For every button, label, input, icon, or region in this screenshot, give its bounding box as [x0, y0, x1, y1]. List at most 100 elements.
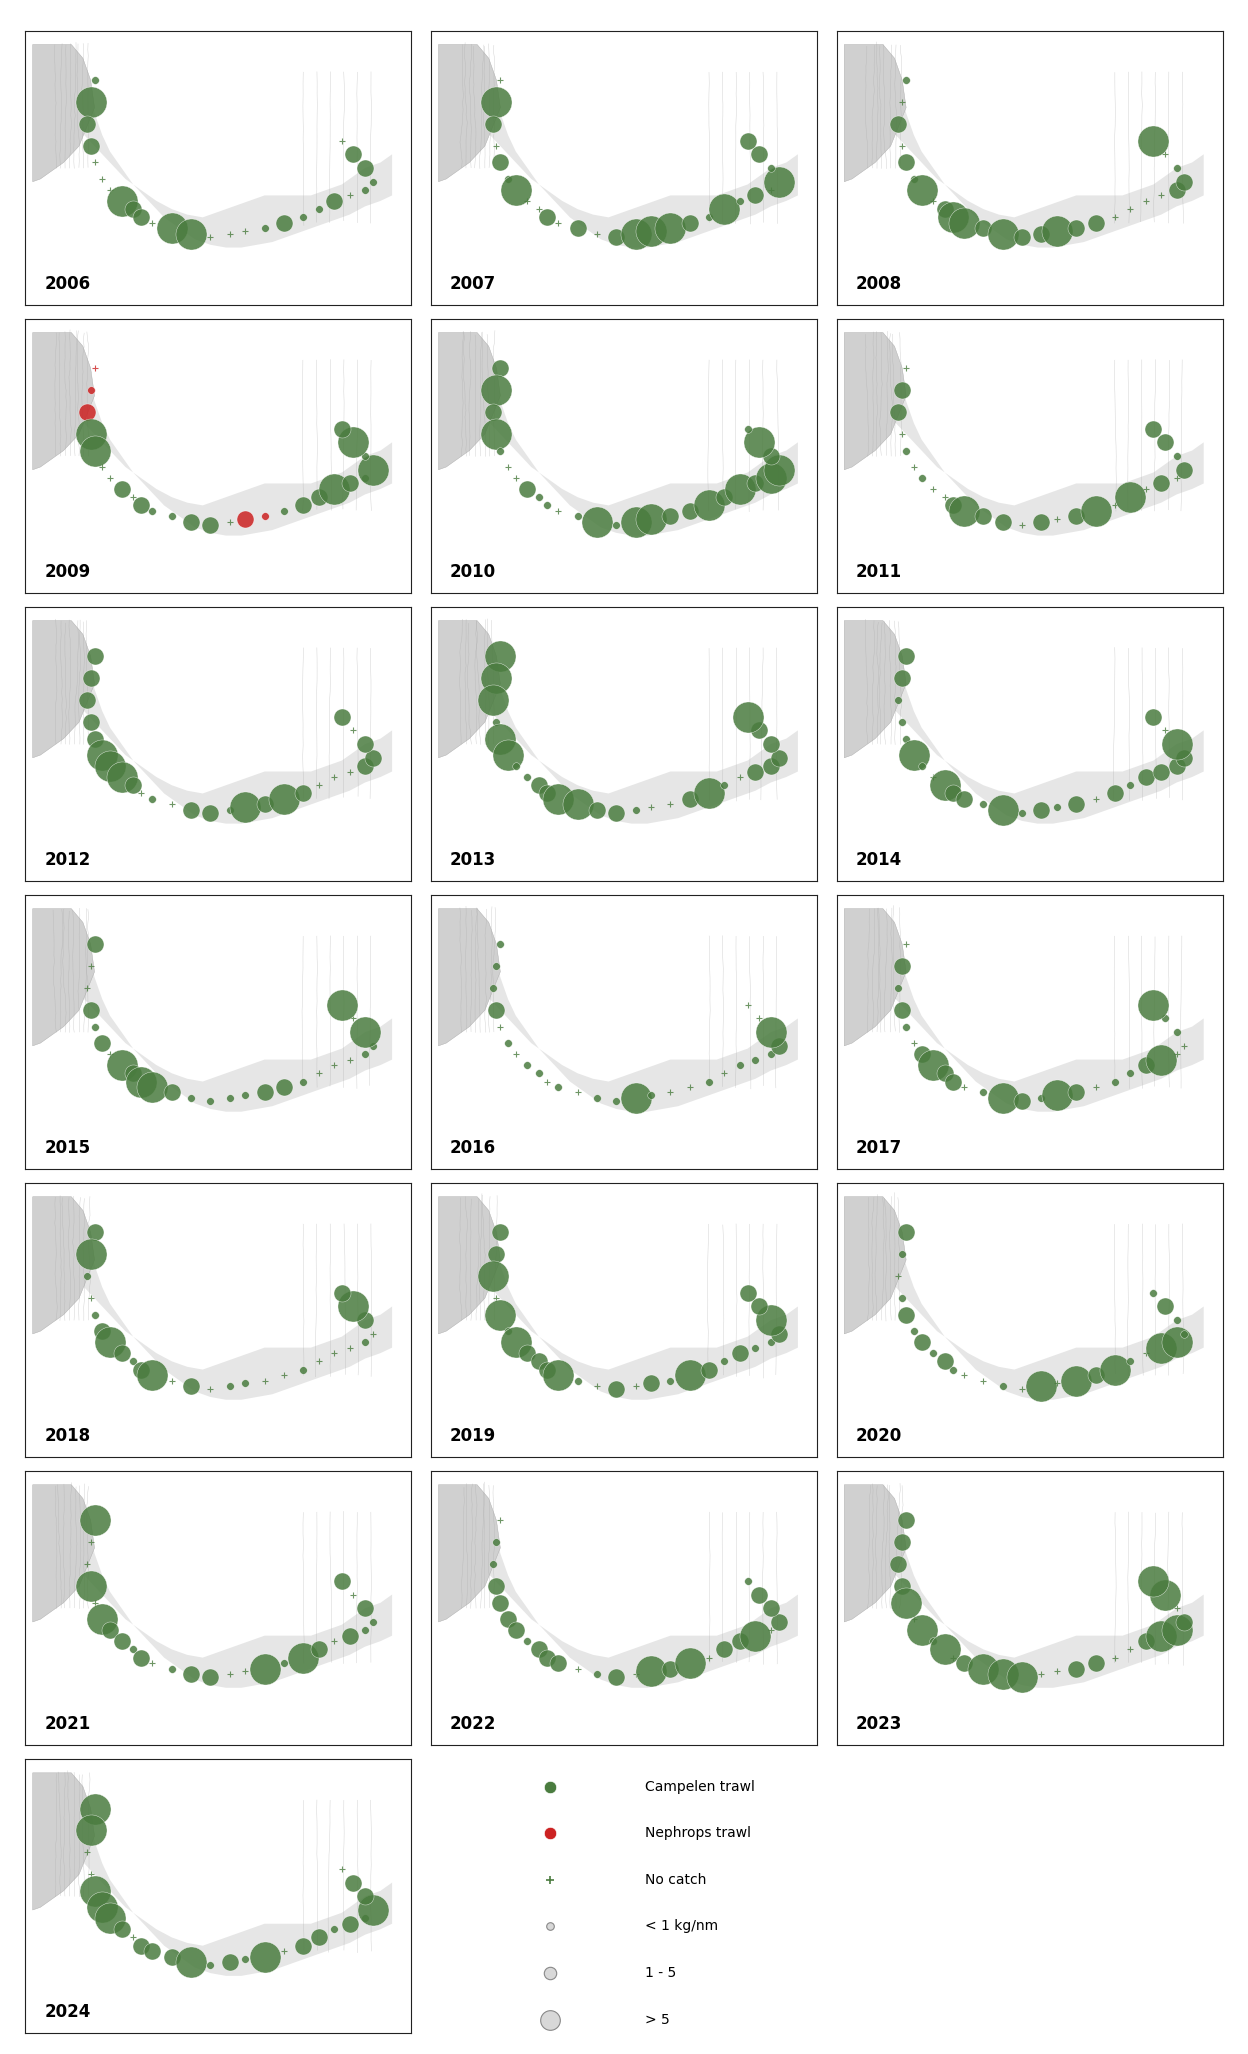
Point [1167, 440, 1187, 472]
Point [529, 768, 549, 801]
Point [255, 789, 275, 822]
Point [363, 1894, 383, 1927]
Point [568, 212, 588, 244]
Point [1066, 1651, 1086, 1684]
Point [505, 1614, 525, 1647]
Point [896, 64, 916, 97]
Point [483, 684, 503, 717]
Point [363, 1606, 383, 1639]
Point [749, 138, 769, 170]
Point [181, 218, 201, 251]
Point [131, 1354, 151, 1386]
Point [730, 185, 750, 218]
Point [111, 1050, 131, 1082]
Point [220, 1945, 240, 1978]
Polygon shape [451, 64, 797, 249]
Point [505, 1325, 525, 1358]
Point [973, 499, 993, 532]
Point [124, 1345, 144, 1378]
Point [537, 776, 557, 809]
Point [81, 1814, 101, 1847]
Point [896, 146, 916, 179]
Point [892, 1569, 912, 1602]
Point [641, 1366, 661, 1399]
Point [505, 750, 525, 783]
Point [142, 1070, 162, 1103]
Point [85, 1875, 105, 1908]
Point [483, 107, 503, 140]
Point [745, 1043, 765, 1076]
Polygon shape [845, 333, 906, 470]
Point [889, 107, 909, 140]
Point [548, 1647, 568, 1680]
Point [1167, 1614, 1187, 1647]
Point [236, 1943, 256, 1976]
Point [1167, 152, 1187, 185]
Polygon shape [856, 641, 1204, 824]
Point [1174, 164, 1194, 197]
Polygon shape [845, 1197, 906, 1333]
Point [85, 641, 105, 674]
Point [1012, 220, 1032, 253]
Text: < 1 kg/nm: < 1 kg/nm [645, 1920, 718, 1933]
Point [339, 1908, 359, 1941]
Point [356, 1614, 376, 1647]
Point [181, 505, 201, 538]
Point [85, 723, 105, 756]
Point [490, 1586, 510, 1619]
Point [942, 489, 962, 522]
Point [699, 489, 719, 522]
Point [749, 1577, 769, 1610]
Point [1104, 776, 1124, 809]
Point [273, 205, 293, 238]
Polygon shape [32, 1773, 95, 1910]
Point [625, 1082, 645, 1115]
Point [745, 466, 765, 499]
Text: 2010: 2010 [451, 563, 497, 581]
Point [761, 1037, 781, 1070]
Point [749, 425, 769, 458]
Point [730, 472, 750, 505]
Point [1047, 216, 1067, 249]
Polygon shape [451, 1216, 797, 1399]
Point [363, 1029, 383, 1062]
Point [498, 1027, 518, 1060]
Polygon shape [438, 333, 500, 470]
Point [273, 1647, 293, 1680]
Point [892, 707, 912, 739]
Point [1151, 1619, 1171, 1651]
Point [293, 1641, 313, 1674]
Point [131, 1641, 151, 1674]
Point [761, 440, 781, 472]
Point [904, 739, 924, 772]
Point [293, 1066, 313, 1099]
Point [490, 1216, 510, 1249]
Point [1121, 768, 1141, 801]
Point [769, 1317, 789, 1349]
Point [92, 1892, 112, 1925]
Point [77, 396, 97, 429]
Polygon shape [32, 45, 95, 181]
Point [1156, 1577, 1176, 1610]
Point [236, 503, 256, 536]
Point [1066, 1076, 1086, 1109]
Point [529, 1345, 549, 1378]
Point [356, 1017, 376, 1050]
Point [935, 1058, 955, 1091]
Point [490, 433, 510, 466]
Point [293, 776, 313, 809]
Point [607, 507, 626, 540]
Point [255, 212, 275, 244]
Point [892, 374, 912, 407]
Point [889, 972, 909, 1004]
Point [490, 928, 510, 961]
Text: Nephrops trawl: Nephrops trawl [645, 1826, 751, 1840]
Point [896, 433, 916, 466]
Point [81, 1239, 101, 1271]
Point [293, 1929, 313, 1962]
Point [761, 1304, 781, 1337]
Point [730, 1050, 750, 1082]
Point [1121, 481, 1141, 514]
Text: 2014: 2014 [856, 850, 902, 869]
Point [81, 661, 101, 694]
